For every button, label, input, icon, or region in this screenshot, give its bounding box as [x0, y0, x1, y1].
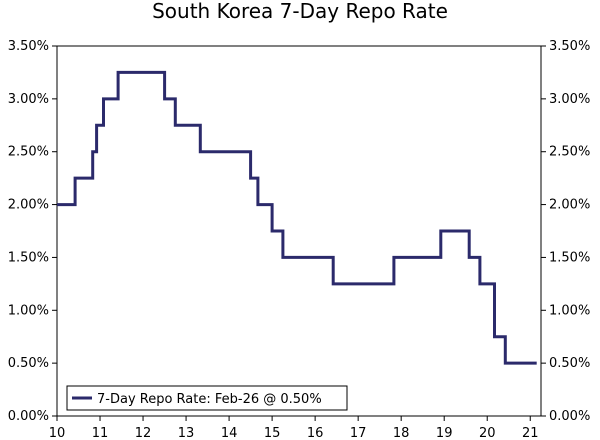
legend-box — [66, 385, 348, 411]
x-axis: 10 11 12 13 14 15 16 17 18 19 20 21 — [49, 416, 539, 440]
x-tick-label: 18 — [393, 426, 410, 440]
legend: 7-Day Repo Rate: Feb-26 @ 0.50% — [66, 385, 348, 411]
y-axis-left: 0.00% 0.50% 1.00% 1.50% 2.00% 2.50% 3.00% 3.50% — [8, 39, 57, 424]
x-tick-label: 16 — [307, 426, 324, 440]
y-tick-label-left: 0.50% — [8, 356, 49, 371]
x-tick-label: 19 — [436, 426, 453, 440]
y-tick-label-left: 2.50% — [8, 145, 49, 160]
chart-title: South Korea 7-Day Repo Rate — [152, 0, 448, 23]
y-tick-label-right: 3.50% — [549, 39, 590, 54]
y-tick-label-right: 3.00% — [549, 92, 590, 107]
y-tick-label-right: 2.50% — [549, 145, 590, 160]
x-tick-label: 12 — [135, 426, 152, 440]
y-tick-label-left: 2.00% — [8, 198, 49, 213]
y-tick-label-left: 3.50% — [8, 39, 49, 54]
x-tick-label: 13 — [178, 426, 195, 440]
x-tick-label: 11 — [92, 426, 109, 440]
y-tick-label-left: 3.00% — [8, 92, 49, 107]
y-tick-label-right: 1.00% — [549, 303, 590, 318]
y-tick-label-right: 1.50% — [549, 250, 590, 265]
x-tick-label: 20 — [479, 426, 496, 440]
x-tick-label: 14 — [221, 426, 238, 440]
plot-frame — [56, 45, 542, 417]
x-tick-label: 15 — [264, 426, 281, 440]
y-tick-label-right: 2.00% — [549, 198, 590, 213]
series-line-repo-rate — [57, 70, 537, 365]
x-tick-label: 10 — [49, 426, 66, 440]
x-tick-label: 17 — [350, 426, 367, 440]
y-axis-right: 0.00% 0.50% 1.00% 1.50% 2.00% 2.50% 3.00% 3.50% — [541, 39, 590, 424]
y-tick-label-left: 1.50% — [8, 250, 49, 265]
legend-label: 7-Day Repo Rate: Feb-26 @ 0.50% — [97, 392, 322, 407]
y-tick-label-right: 0.00% — [549, 409, 590, 424]
y-tick-label-left: 1.00% — [8, 303, 49, 318]
y-tick-label-left: 0.00% — [8, 409, 49, 424]
x-tick-label: 21 — [522, 426, 539, 440]
y-tick-label-right: 0.50% — [549, 356, 590, 371]
